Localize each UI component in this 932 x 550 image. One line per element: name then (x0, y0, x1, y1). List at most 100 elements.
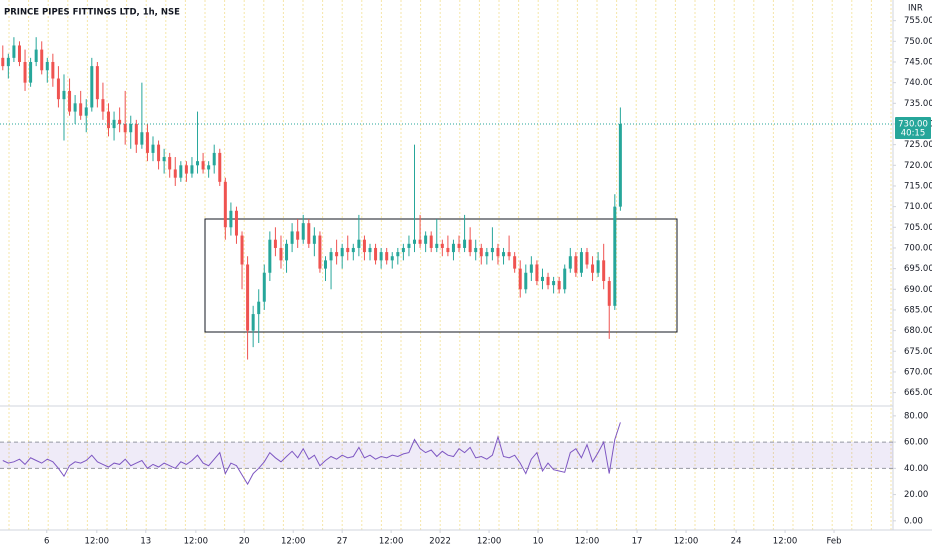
y-tick-label: 665.00 (904, 388, 932, 398)
candle-body (62, 90, 66, 100)
currency: INR (908, 4, 923, 14)
candle-body (207, 165, 211, 170)
candle-body (101, 99, 105, 112)
y-tick-label: 720.00 (904, 161, 932, 171)
candle-body (218, 152, 222, 182)
y-tick-label: 80.00 (904, 411, 928, 421)
candle-body (268, 239, 272, 273)
candle-body (591, 264, 595, 273)
candle-body (396, 252, 400, 257)
x-tick-label: 12:00 (379, 537, 404, 547)
candle-body (290, 231, 294, 244)
y-tick-label: 60.00 (904, 438, 928, 448)
y-tick-label: 40.00 (904, 464, 928, 474)
candle-body (279, 247, 283, 261)
candle-body (257, 301, 261, 315)
candle-body (184, 165, 188, 174)
y-tick-label: 670.00 (904, 367, 932, 377)
candle-body (340, 247, 344, 257)
candle-body (346, 247, 350, 253)
y-tick-label: 20.00 (904, 490, 928, 500)
candle-body (490, 247, 494, 253)
x-tick-label: 12:00 (575, 537, 600, 547)
candle-body (485, 252, 489, 257)
candle-body (1, 57, 5, 67)
candle-body (602, 260, 606, 282)
range-box (204, 218, 678, 333)
y-tick-label: 710.00 (904, 202, 932, 212)
candle-body (329, 252, 333, 261)
candle-body (435, 243, 439, 248)
y-tick-label: 685.00 (904, 305, 932, 315)
candle-body (73, 103, 77, 112)
candle-body (518, 268, 522, 290)
x-tick-label: 6 (44, 537, 49, 547)
candle-body (196, 161, 200, 166)
candle-body (301, 223, 305, 240)
candle-body (129, 123, 133, 133)
candle-body (413, 239, 417, 244)
candle-body (357, 239, 361, 248)
candle-body (162, 157, 166, 162)
candle-body (502, 252, 506, 257)
candle-body (335, 252, 339, 257)
candle-body (106, 111, 110, 129)
candle-body (374, 247, 378, 261)
candle-body (201, 161, 205, 170)
candle-body (390, 256, 394, 261)
y-tick-label: 755.00 (904, 16, 932, 26)
candle-body (323, 260, 327, 269)
candle-body (312, 235, 316, 244)
x-tick-label: 12:00 (281, 537, 306, 547)
x-tick-label: 12:00 (184, 537, 209, 547)
candle-body (68, 90, 72, 112)
x-tick-label: 10 (533, 537, 544, 547)
candle-body (574, 256, 578, 273)
candle-body (440, 243, 444, 248)
chart-title: PRINCE PIPES FITTINGS LTD, 1h, NSE (4, 8, 180, 18)
candle-body (234, 210, 238, 236)
candle-body (446, 247, 450, 253)
candle-body (351, 247, 355, 253)
y-tick-label: 690.00 (904, 285, 932, 295)
x-tick-label: 27 (337, 537, 348, 547)
candle-body (51, 61, 55, 79)
candle-body (17, 45, 21, 62)
y-tick-label: 725.00 (904, 140, 932, 150)
candle-body (563, 268, 567, 290)
candle-body (557, 281, 561, 290)
candle-body (123, 123, 127, 133)
y-tick-label: 705.00 (904, 223, 932, 233)
candle-body (29, 61, 33, 83)
last-price-box (895, 116, 931, 139)
candle-body (285, 243, 289, 261)
candle-body (463, 239, 467, 248)
countdown-label: 40:15 (901, 128, 926, 138)
candle-body (307, 223, 311, 244)
candle-body (529, 264, 533, 273)
candle-body (262, 272, 266, 302)
candle-body (173, 169, 177, 178)
candle-body (429, 235, 433, 248)
y-tick-label: 745.00 (904, 57, 932, 67)
candle-body (468, 239, 472, 253)
candle-body (6, 57, 10, 67)
candle-body (40, 49, 44, 71)
x-tick-label: 13 (140, 537, 151, 547)
candle-body (524, 272, 528, 290)
candle-body (79, 103, 83, 116)
candle-body (362, 239, 366, 253)
y-tick-label: 680.00 (904, 326, 932, 336)
candle-body (607, 281, 611, 306)
x-tick-label: 12:00 (85, 537, 110, 547)
candle-body (535, 264, 539, 282)
candle-body (140, 132, 144, 145)
candle-body (318, 235, 322, 269)
candle-body (190, 165, 194, 174)
rsi-line (2, 422, 621, 486)
candle-body (157, 144, 161, 162)
x-tick-label: 24 (731, 537, 742, 547)
candle-body (451, 243, 455, 253)
candle-body (407, 243, 411, 248)
